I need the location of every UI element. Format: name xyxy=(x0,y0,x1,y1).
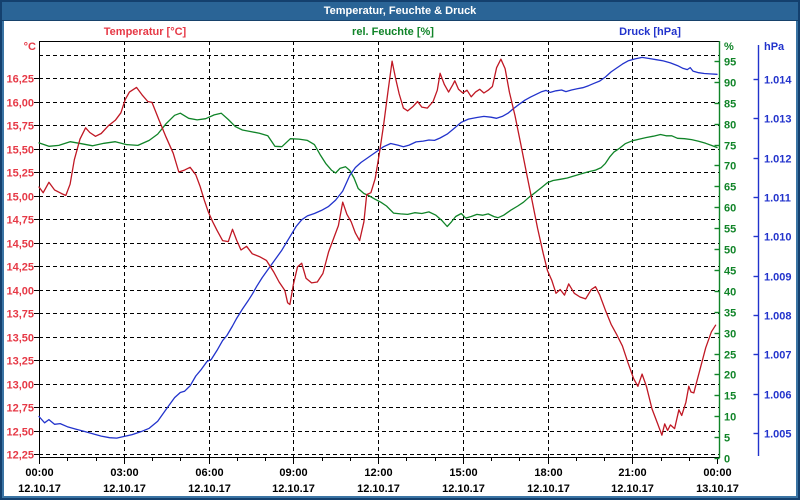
temp-tick-label: 14,00 xyxy=(6,286,34,298)
humidity-tick-label: 75 xyxy=(724,141,736,153)
humidity-tick-label: 45 xyxy=(724,266,736,278)
pressure-tick-label: 1.008 xyxy=(764,311,792,323)
x-time-label: 09:00 xyxy=(279,467,307,479)
humidity-tick-label: 80 xyxy=(724,120,736,132)
x-time-label: 03:00 xyxy=(110,467,138,479)
humidity-tick-label: 25 xyxy=(724,350,736,362)
window-titlebar: Temperatur, Feuchte & Druck xyxy=(2,2,798,21)
pressure-tick-label: 1.012 xyxy=(764,154,792,166)
humidity-tick-label: 55 xyxy=(724,224,736,236)
temperature-curve xyxy=(38,58,717,436)
x-date-label: 12.10.17 xyxy=(442,483,485,495)
humidity-tick-label: 90 xyxy=(724,78,736,90)
window-title: Temperatur, Feuchte & Druck xyxy=(323,5,477,17)
series-label-temperature: Temperatur [°C] xyxy=(104,26,187,38)
humidity-tick-label: 70 xyxy=(724,161,736,173)
x-time-label: 00:00 xyxy=(703,467,731,479)
temp-tick-label: 15,00 xyxy=(6,192,34,204)
x-date-label: 13.10.17 xyxy=(696,483,739,495)
x-time-label: 18:00 xyxy=(534,467,562,479)
humidity-tick-label: 85 xyxy=(724,99,736,111)
humidity-tick-label: 50 xyxy=(724,245,736,257)
pressure-axis-unit: hPa xyxy=(764,41,785,53)
temp-tick-label: 14,75 xyxy=(6,215,34,227)
temp-tick-label: 15,50 xyxy=(6,145,34,157)
humidity-tick-label: 30 xyxy=(724,329,736,341)
pressure-tick-label: 1.005 xyxy=(764,429,792,441)
x-time-label: 15:00 xyxy=(449,467,477,479)
series-label-humidity: rel. Feuchte [%] xyxy=(352,26,434,38)
temp-tick-label: 16,25 xyxy=(6,74,34,86)
temp-tick-label: 13,50 xyxy=(6,333,34,345)
pressure-curve xyxy=(38,56,718,439)
humidity-tick-label: 35 xyxy=(724,308,736,320)
temp-tick-label: 16,00 xyxy=(6,98,34,110)
grid-layer xyxy=(39,41,720,458)
humidity-tick-label: 20 xyxy=(724,370,736,382)
humidity-tick-label: 95 xyxy=(724,57,736,69)
x-date-label: 12.10.17 xyxy=(357,483,400,495)
temp-tick-label: 15,75 xyxy=(6,121,34,133)
pressure-tick-label: 1.011 xyxy=(764,193,791,205)
temp-tick-label: 13,25 xyxy=(6,356,34,368)
x-date-label: 12.10.17 xyxy=(611,483,654,495)
pressure-tick-label: 1.013 xyxy=(764,114,792,126)
pressure-tick-label: 1.010 xyxy=(764,232,792,244)
x-time-label: 06:00 xyxy=(195,467,223,479)
series-label-pressure: Druck [hPa] xyxy=(619,26,681,38)
humidity-tick-label: 5 xyxy=(724,433,730,445)
pressure-tick-label: 1.007 xyxy=(764,350,792,362)
temp-tick-label: 14,50 xyxy=(6,239,34,251)
x-time-label: 21:00 xyxy=(618,467,646,479)
x-date-label: 12.10.17 xyxy=(188,483,231,495)
x-date-label: 12.10.17 xyxy=(103,483,146,495)
pressure-tick-label: 1.006 xyxy=(764,390,792,402)
x-time-label: 12:00 xyxy=(364,467,392,479)
pressure-tick-label: 1.014 xyxy=(764,75,792,87)
temp-tick-label: 12,75 xyxy=(6,403,34,415)
temperature-axis-unit: °C xyxy=(24,41,36,53)
pressure-tick-label: 1.009 xyxy=(764,272,792,284)
humidity-tick-label: 10 xyxy=(724,412,736,424)
temp-tick-label: 15,25 xyxy=(6,168,34,180)
x-time-label: 00:00 xyxy=(25,467,53,479)
humidity-tick-label: 60 xyxy=(724,203,736,215)
curves-layer xyxy=(38,56,718,439)
humidity-tick-label: 65 xyxy=(724,182,736,194)
temp-tick-label: 12,50 xyxy=(6,427,34,439)
temp-tick-label: 13,00 xyxy=(6,380,34,392)
x-date-label: 12.10.17 xyxy=(527,483,570,495)
humidity-axis-unit: % xyxy=(724,41,734,53)
temp-tick-label: 12,25 xyxy=(6,450,34,462)
humidity-curve xyxy=(38,112,718,228)
axes-layer: 12,25 12,50 12,75 13,00 13,25 13,50 13,75 14,00… xyxy=(6,41,792,495)
temp-tick-label: 13,75 xyxy=(6,309,34,321)
x-date-label: 12.10.17 xyxy=(272,483,315,495)
temp-tick-label: 14,25 xyxy=(6,262,34,274)
x-date-label: 12.10.17 xyxy=(18,483,61,495)
humidity-tick-label: 15 xyxy=(724,391,736,403)
humidity-tick-label: 40 xyxy=(724,287,736,299)
humidity-tick-label: 0 xyxy=(724,454,730,466)
